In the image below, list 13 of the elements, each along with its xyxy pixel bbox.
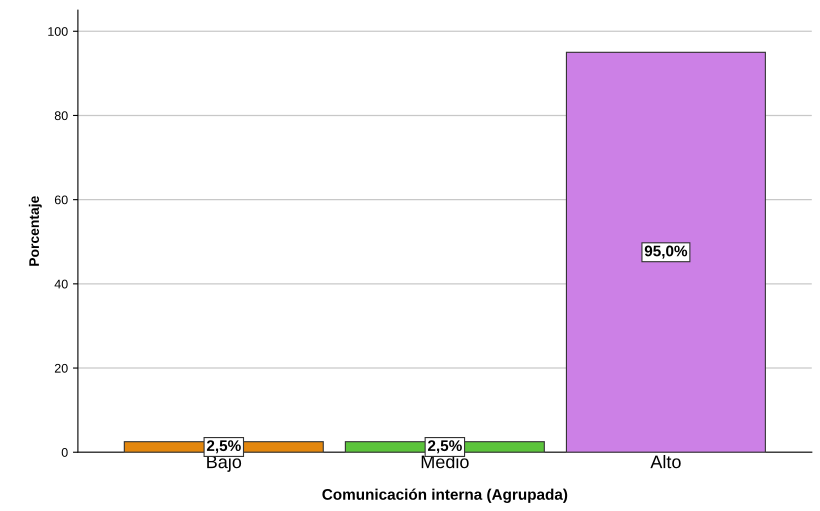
y-tick-label: 40 xyxy=(54,280,68,288)
x-tick-label: Alto xyxy=(650,455,681,468)
y-tick-label: 20 xyxy=(54,364,68,373)
y-tick-label: 0 xyxy=(62,448,68,457)
x-axis-title: Comunicación interna (Agrupada) xyxy=(322,488,568,503)
y-tick-label: 80 xyxy=(54,111,68,120)
y-tick-label: 60 xyxy=(54,195,68,204)
data-label: 95,0% xyxy=(644,246,688,259)
data-label: 2,5% xyxy=(428,440,462,454)
y-axis-title: Porcentaje xyxy=(28,196,42,266)
y-tick-label: 100 xyxy=(48,27,68,36)
x-tick-label: Medio xyxy=(422,455,469,468)
data-label: 2,5% xyxy=(206,440,241,454)
